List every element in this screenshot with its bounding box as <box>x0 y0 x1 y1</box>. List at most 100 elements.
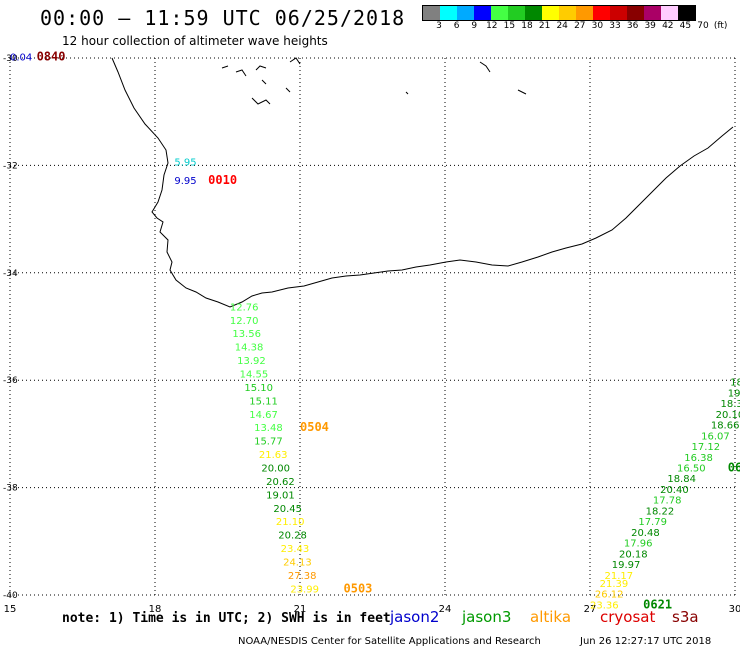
legend-label: 15 <box>503 21 516 31</box>
legend-swatch <box>457 6 474 20</box>
wave-height-value: 13.56 <box>232 329 261 340</box>
legend-label: 18 <box>521 21 533 31</box>
lon-tick-label: 21 <box>294 604 307 615</box>
pass-time-label: 0621 <box>643 597 672 611</box>
wave-height-value: 0.04 <box>10 53 32 64</box>
axis-tick-labels: 15 18 21 24 27 30 -30 -32 -34 -36 -38 -40 <box>3 54 740 615</box>
lat-tick-label: -34 <box>3 269 18 279</box>
wave-height-value: 16.38 <box>684 453 713 464</box>
wave-height-value: 23.36 <box>590 600 619 611</box>
legend-label: 3 <box>436 21 442 31</box>
wave-height-value: 20.18 <box>619 549 648 560</box>
wave-height-value: 23.99 <box>290 584 319 595</box>
wave-height-value: 21.63 <box>259 450 288 461</box>
legend-label: 24 <box>556 21 568 31</box>
legend-label: 45 <box>679 21 692 31</box>
legend-label: 70 <box>697 21 709 31</box>
wave-height-value: 20.00 <box>261 463 290 474</box>
legend-swatch <box>542 6 559 20</box>
legend-label: (ft) <box>713 21 728 31</box>
satellite-name: cryosat <box>600 608 656 626</box>
wave-height-value: 18.66 <box>711 421 740 432</box>
legend-label: 12 <box>486 21 498 31</box>
wave-height-value: 13.92 <box>237 356 266 367</box>
wave-height-color-legend <box>422 5 696 21</box>
wave-height-value: 19. <box>728 388 740 399</box>
legend-swatch <box>491 6 508 20</box>
legend-swatch <box>440 6 457 20</box>
wave-height-value: 26.12 <box>595 590 624 601</box>
lat-tick-label: -38 <box>3 484 18 494</box>
legend-label: 36 <box>626 21 639 31</box>
wave-height-value: 15.10 <box>244 383 273 394</box>
legend-swatch <box>678 6 695 20</box>
lon-tick-label: 30 <box>729 604 740 615</box>
legend-swatch <box>610 6 627 20</box>
wave-height-value: 14.38 <box>235 343 264 354</box>
legend-swatch <box>474 6 491 20</box>
legend-label: 6 <box>453 21 460 31</box>
wave-height-value: 9.95 <box>174 176 196 187</box>
legend-label: 27 <box>574 21 586 31</box>
wave-height-value: 18.3 <box>721 399 740 410</box>
wave-height-value: 16.07 <box>701 431 730 442</box>
legend-label: 33 <box>609 21 621 31</box>
wave-height-value: 20.28 <box>278 531 307 542</box>
satellite-name: jason3 <box>462 608 512 626</box>
wave-height-value: 14.67 <box>249 410 278 421</box>
lon-tick-label: 24 <box>439 604 452 615</box>
pass-time-label: 0504 <box>300 420 329 434</box>
pass-time-label: 06 <box>728 460 740 474</box>
lat-tick-label: -40 <box>3 591 18 601</box>
legend-swatch <box>627 6 644 20</box>
wave-height-value: 13.48 <box>254 423 283 434</box>
wave-height-value: 18 <box>730 378 740 389</box>
wave-height-value: 20.40 <box>660 485 689 496</box>
wave-height-value: 21.17 <box>605 571 634 582</box>
wave-height-value: 14.55 <box>240 370 269 381</box>
wave-height-value: 27.38 <box>288 571 317 582</box>
map-subtitle: 12 hour collection of altimeter wave hei… <box>62 34 328 48</box>
legend-swatch <box>576 6 593 20</box>
coastline <box>111 57 734 308</box>
legend-swatch <box>559 6 576 20</box>
legend-label: 42 <box>662 21 674 31</box>
wave-height-value: 20.10 <box>716 410 740 421</box>
wave-height-value: 23.43 <box>281 544 310 555</box>
wave-height-value: 19.97 <box>612 560 641 571</box>
wave-height-value: 24.13 <box>283 557 312 568</box>
satellite-name: altika <box>530 608 572 626</box>
wave-height-value: 17.78 <box>653 496 682 507</box>
legend-label: 9 <box>471 21 478 31</box>
wave-height-value: 12.76 <box>230 302 259 313</box>
legend-swatch <box>593 6 610 20</box>
wave-height-value: 17.12 <box>692 442 721 453</box>
legend-swatch <box>661 6 678 20</box>
legend-label: 39 <box>644 21 656 31</box>
wave-height-value: 16.50 <box>677 463 706 474</box>
lat-tick-label: -32 <box>3 161 18 171</box>
wave-height-value: 5.95 <box>174 157 196 168</box>
lon-tick-label: 15 <box>4 604 17 615</box>
pass-time-label: 0840 <box>37 50 66 64</box>
wave-height-value: 15.77 <box>254 437 283 448</box>
wave-height-value: 12.70 <box>230 316 259 327</box>
wave-height-value: 15.11 <box>249 396 278 407</box>
pass-time-label: 0503 <box>344 581 373 595</box>
legend-swatch <box>508 6 525 20</box>
wave-height-value: 21.10 <box>276 517 305 528</box>
wave-height-value: 17.96 <box>624 539 653 550</box>
legend-label: 21 <box>538 21 551 31</box>
satellite-name: jason2 <box>390 608 440 626</box>
lat-tick-label: -30 <box>3 54 18 64</box>
pass-time-label: 0010 <box>208 173 237 187</box>
legend-swatch <box>644 6 661 20</box>
units-note: note: 1) Time is in UTC; 2) SWH is in fe… <box>62 611 391 626</box>
wave-height-value: 17.79 <box>638 517 667 528</box>
satellite-name: s3a <box>672 608 699 626</box>
south-africa-coastline <box>111 57 734 308</box>
wave-height-value: 20.45 <box>273 504 302 515</box>
wave-height-value: 20.62 <box>266 477 295 488</box>
inland-outline <box>221 57 527 105</box>
wave-height-value: 21.39 <box>600 579 629 590</box>
